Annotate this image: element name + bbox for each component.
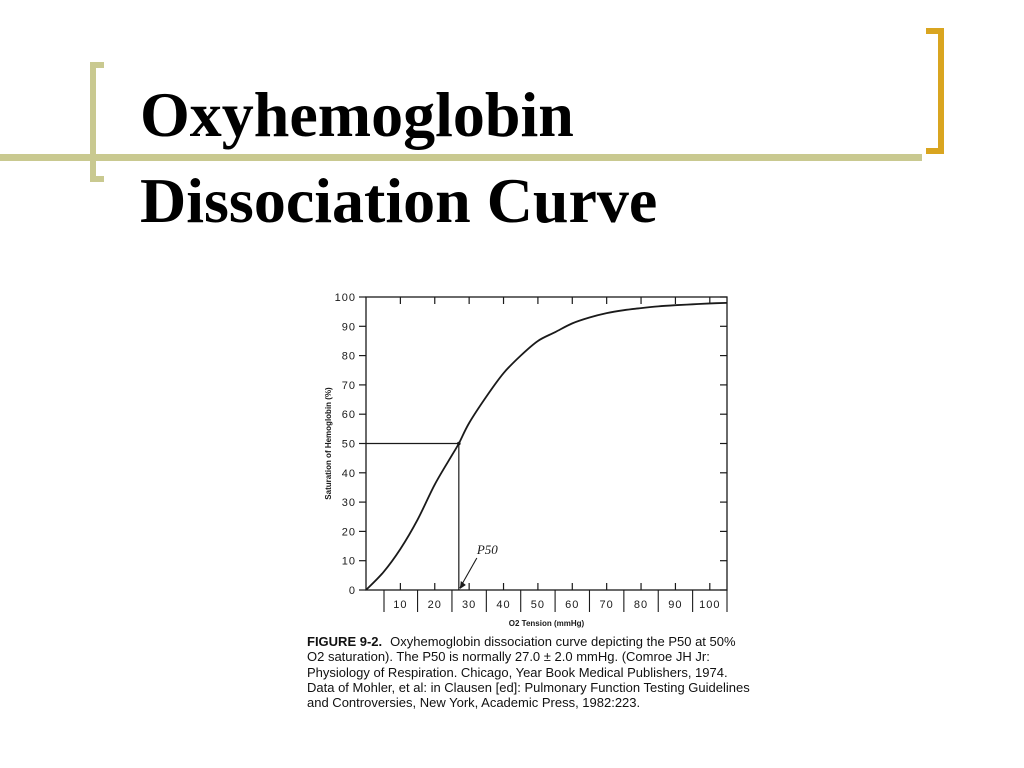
p50-point xyxy=(457,441,461,446)
y-tick-label: 0 xyxy=(349,585,356,597)
x-tick-label: 90 xyxy=(668,599,682,611)
title-rule-line xyxy=(0,154,922,161)
slide-title: Oxyhemoglobin Dissociation Curve xyxy=(140,72,657,244)
figure-caption-label: FIGURE 9-2. xyxy=(307,634,383,649)
y-tick-label: 10 xyxy=(342,556,356,568)
slide-title-line-2: Dissociation Curve xyxy=(140,165,658,236)
figure-caption: FIGURE 9-2. Oxyhemoglobin dissociation cu… xyxy=(307,634,753,710)
x-tick-label: 40 xyxy=(496,599,510,611)
x-tick-label: 50 xyxy=(531,599,545,611)
x-tick-label: 60 xyxy=(565,599,579,611)
y-tick-label: 60 xyxy=(342,409,356,421)
y-tick-label: 90 xyxy=(342,321,356,333)
x-tick-label: 20 xyxy=(428,599,442,611)
p50-arrow-head xyxy=(459,581,466,589)
x-tick-label: 70 xyxy=(600,599,614,611)
figure-caption-text: Oxyhemoglobin dissociation curve depicti… xyxy=(307,634,750,711)
y-tick-label: 20 xyxy=(342,526,356,538)
y-tick-label: 40 xyxy=(342,468,356,480)
x-tick-label: 10 xyxy=(393,599,407,611)
y-tick-label: 50 xyxy=(342,439,356,451)
y-tick-label: 100 xyxy=(335,292,356,304)
x-tick-label: 30 xyxy=(462,599,476,611)
left-bracket-decoration xyxy=(90,62,104,182)
x-tick-label: 100 xyxy=(699,599,720,611)
y-axis-label: Saturation of Hemoglobin (%) xyxy=(324,387,333,500)
p50-label: P50 xyxy=(476,542,498,557)
right-bracket-decoration xyxy=(926,28,944,154)
y-tick-label: 80 xyxy=(342,351,356,363)
slide-title-line-1: Oxyhemoglobin xyxy=(140,79,574,150)
dissociation-curve-line xyxy=(365,301,728,591)
x-axis-label: O2 Tension (mmHg) xyxy=(509,619,585,628)
oxyhemoglobin-chart: 0 10 20 30 40 50 60 70 80 90 100 10 20 30 40 50 60 70 80 90… xyxy=(324,292,728,628)
y-tick-label: 30 xyxy=(342,497,356,509)
x-tick-label: 80 xyxy=(634,599,648,611)
y-tick-label: 70 xyxy=(342,380,356,392)
